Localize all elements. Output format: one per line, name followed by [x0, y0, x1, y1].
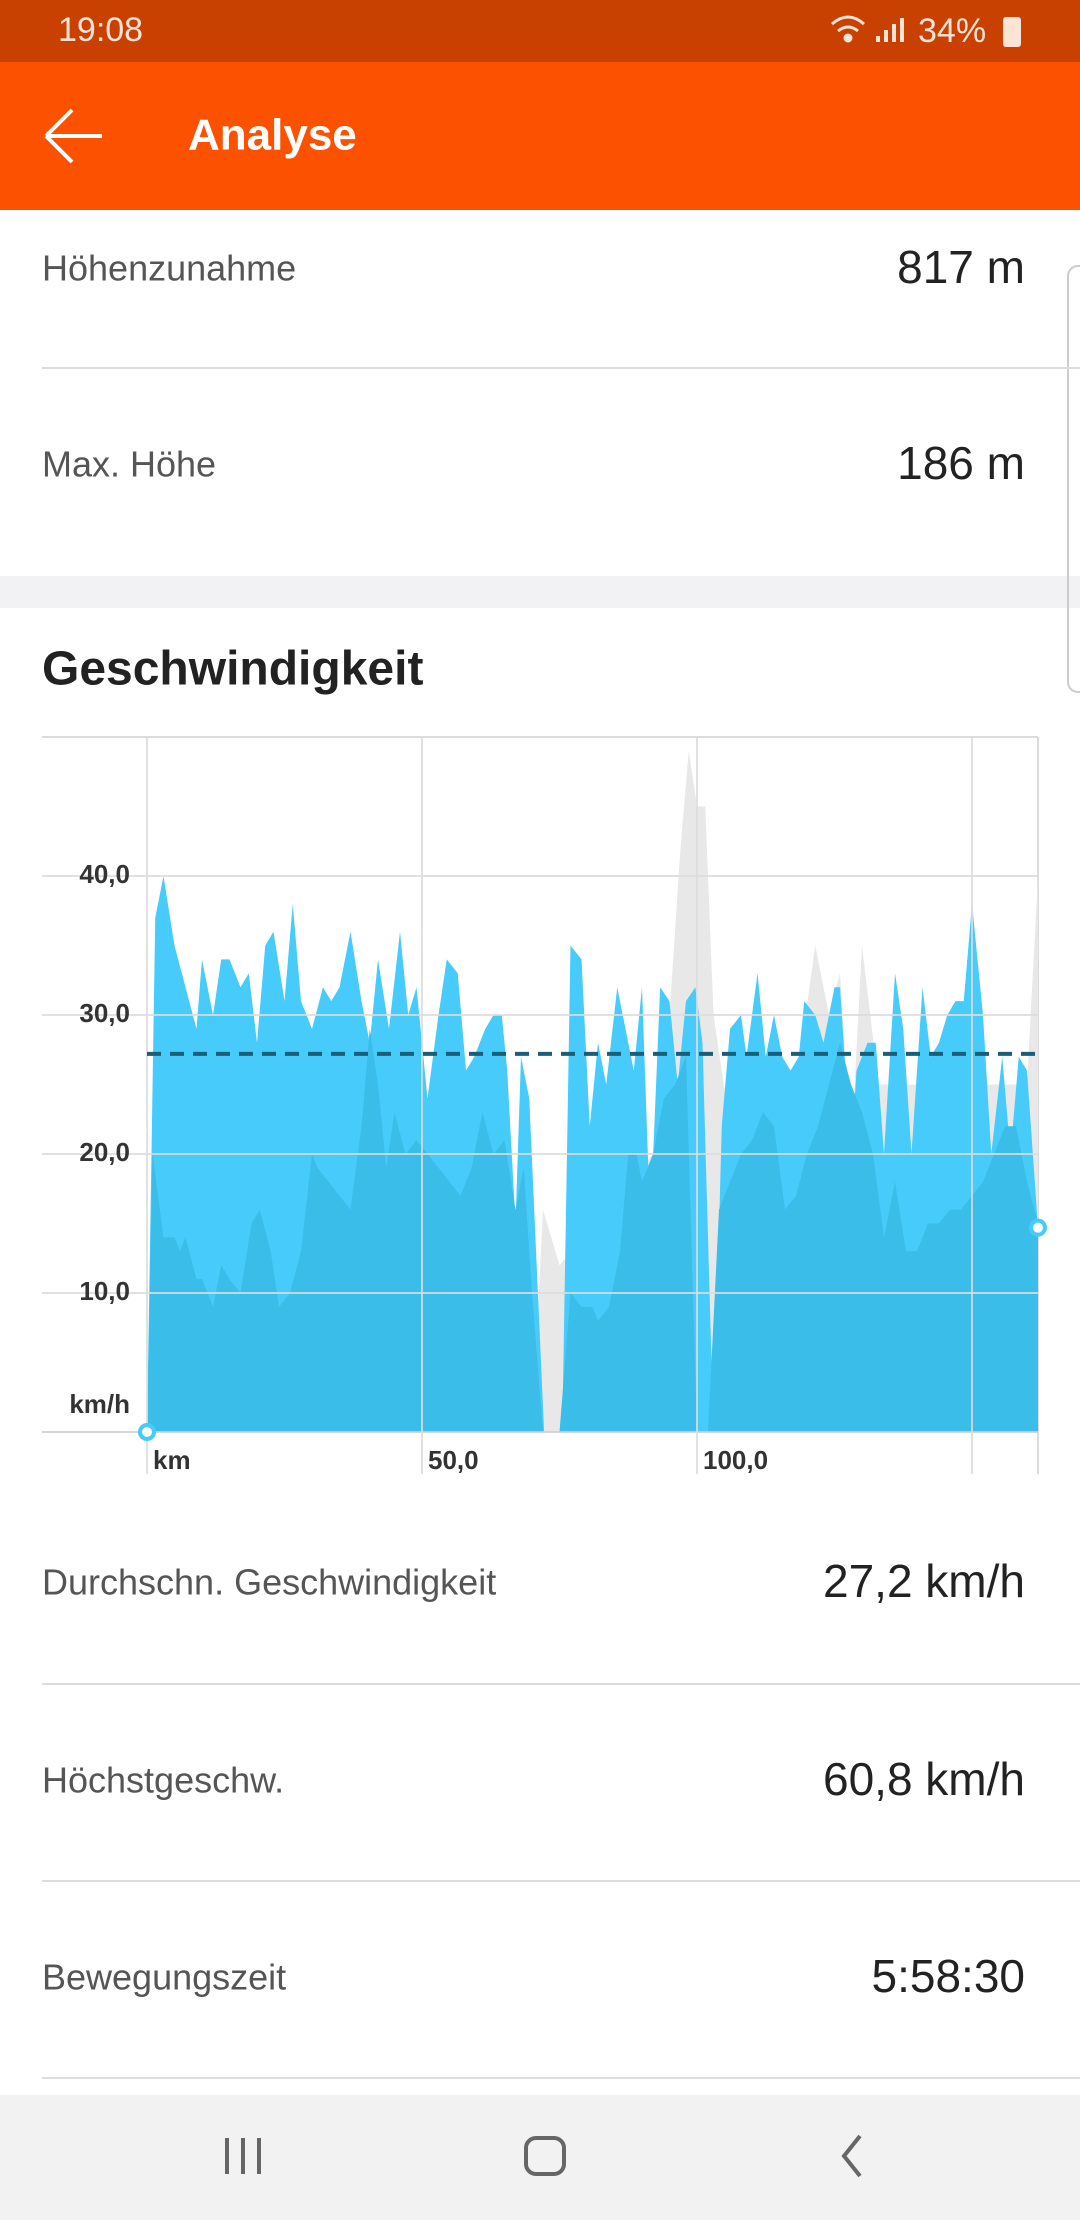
back-nav-button[interactable]: [841, 2134, 862, 2178]
stat-label: Höhenzunahme: [42, 248, 296, 289]
stat-value: 817 m: [897, 241, 1025, 293]
end-marker: [1029, 1218, 1047, 1237]
battery-level: 34%: [918, 12, 986, 50]
x-tick-label: km: [153, 1445, 191, 1475]
stat-label: Höchstgeschw.: [42, 1760, 284, 1801]
y-tick-label: 10,0: [79, 1276, 130, 1306]
app-bar-title: Analyse: [188, 111, 357, 160]
y-tick-label: km/h: [69, 1389, 130, 1419]
x-tick-label: 50,0: [428, 1445, 479, 1475]
start-marker: [138, 1423, 156, 1441]
section-gap: [0, 576, 1080, 608]
stat-label: Max. Höhe: [42, 444, 216, 485]
stat-label: Bewegungszeit: [42, 1957, 286, 1998]
y-tick-label: 30,0: [79, 998, 130, 1028]
y-tick-label: 40,0: [79, 859, 130, 889]
status-time: 19:08: [58, 11, 143, 49]
app-bar: [0, 62, 1080, 210]
recent-apps-button[interactable]: [225, 2138, 261, 2174]
signal-icon: [876, 18, 904, 42]
stat-value: 186 m: [897, 437, 1025, 489]
battery-icon: [1003, 17, 1021, 47]
stat-value: 5:58:30: [872, 1950, 1025, 2002]
speed-area: [147, 1028, 1038, 1432]
y-tick-label: 20,0: [79, 1137, 130, 1167]
back-button[interactable]: [44, 108, 102, 164]
wifi-icon: [831, 15, 865, 43]
home-button[interactable]: [524, 2136, 566, 2176]
stat-value: 27,2 km/h: [823, 1555, 1025, 1607]
stat-value: 60,8 km/h: [823, 1753, 1025, 1805]
nav-bar: [0, 2095, 1080, 2220]
scroll-indicator: [1067, 265, 1080, 693]
stat-label: Durchschn. Geschwindigkeit: [42, 1562, 496, 1603]
x-tick-label: 100,0: [703, 1445, 768, 1475]
section-title: Geschwindigkeit: [42, 643, 423, 696]
